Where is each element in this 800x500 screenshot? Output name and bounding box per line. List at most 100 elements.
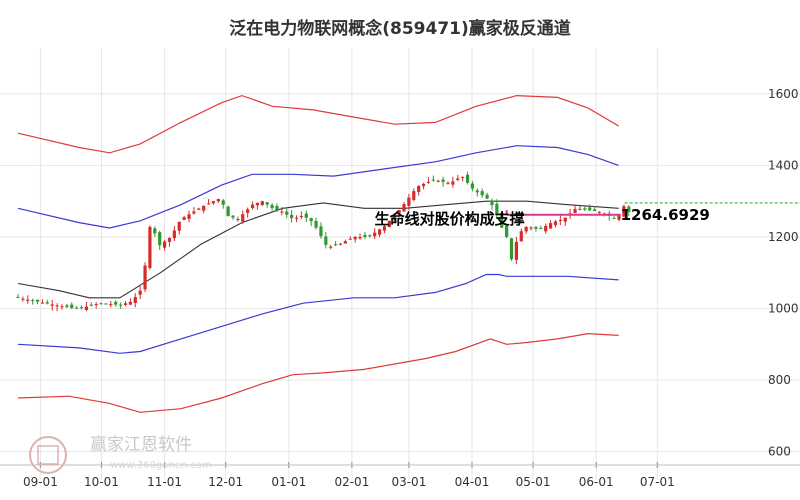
series-line-2 <box>17 145 619 229</box>
candle-body <box>377 229 382 235</box>
candle-body <box>392 215 396 220</box>
candle-body <box>534 227 538 229</box>
candle-body <box>363 234 367 237</box>
candle-body <box>558 220 562 222</box>
candle-body <box>162 241 167 248</box>
candle-body <box>158 232 162 246</box>
candle-body <box>143 265 147 290</box>
candle-body <box>89 304 93 306</box>
candle-body <box>446 182 450 184</box>
candle-body <box>299 216 304 218</box>
candle-body <box>221 200 225 205</box>
candle-body <box>304 213 308 218</box>
watermark-text: 赢家江恩软件 <box>90 435 192 455</box>
candle-body <box>529 227 533 229</box>
watermark: 赢家江恩软件 www.360ganen.com <box>29 435 212 474</box>
candle-body <box>153 228 157 234</box>
candle-body <box>197 208 201 210</box>
candle-body <box>172 230 176 239</box>
y-tick-label: 1600 <box>768 87 799 101</box>
support-annotation: 生命线对股价构成支撑 <box>375 210 525 228</box>
candle-body <box>348 238 352 240</box>
candle-body <box>119 304 123 306</box>
candle-body <box>114 301 118 305</box>
candle-body <box>314 220 318 228</box>
candle-body <box>21 298 25 300</box>
y-tick-label: 1400 <box>768 158 799 172</box>
candle-body <box>368 235 372 237</box>
candle-body <box>75 307 79 309</box>
candle-body <box>553 221 558 226</box>
candle-body <box>627 206 631 212</box>
watermark-subtext: www.360ganen.com <box>110 460 212 471</box>
candle-body <box>133 297 137 303</box>
candle-body <box>421 183 426 187</box>
candle-body <box>592 209 597 212</box>
candle-body <box>202 205 206 211</box>
candle-body <box>509 238 514 260</box>
x-tick-label: 12-01 <box>208 475 243 489</box>
candle-body <box>441 179 445 182</box>
candle-body <box>241 214 245 222</box>
candle-body <box>50 304 54 306</box>
candle-body <box>260 201 264 205</box>
series-layer <box>17 94 619 413</box>
candle-body <box>373 232 377 237</box>
candle-body <box>211 201 216 204</box>
candle-body <box>573 209 577 213</box>
grid-layer <box>0 48 800 480</box>
candle-body <box>412 191 416 200</box>
candle-body <box>456 178 460 180</box>
candle-body <box>495 203 499 215</box>
candle-body <box>65 305 69 308</box>
candle-body <box>480 191 484 196</box>
candle-body <box>177 221 181 231</box>
candle-body <box>470 183 475 189</box>
candle-body <box>338 243 343 245</box>
candle-body <box>524 226 528 232</box>
candle-body <box>94 304 98 306</box>
chart-title: 泛在电力物联网概念(859471)赢家极反通道 <box>229 19 571 39</box>
x-tick-label: 01-01 <box>271 475 306 489</box>
candle-body <box>407 197 411 206</box>
candle-body <box>436 180 440 182</box>
candle-body <box>16 296 20 298</box>
candle-body <box>353 236 357 240</box>
candle-body <box>324 236 328 245</box>
candle-body <box>329 246 333 248</box>
candle-body <box>490 200 494 206</box>
candle-body <box>265 202 269 205</box>
candle-body <box>99 303 103 305</box>
candle-body <box>40 302 45 304</box>
y-tick-label: 800 <box>768 373 791 387</box>
candle-body <box>563 217 567 222</box>
candle-body <box>465 174 470 183</box>
candle-body <box>343 241 347 244</box>
candle-body <box>60 306 64 308</box>
candle-body <box>206 203 211 205</box>
candle-body <box>216 199 220 202</box>
candle-body <box>70 304 74 308</box>
x-tick-label: 10-01 <box>84 475 119 489</box>
candle-body <box>617 214 621 220</box>
candle-body <box>578 208 582 210</box>
candle-body <box>148 226 152 268</box>
x-tick-label: 03-01 <box>391 475 426 489</box>
series-line-1 <box>17 94 619 154</box>
candle-body <box>45 302 49 304</box>
candle-body <box>544 225 548 232</box>
x-tick-label: 02-01 <box>334 475 369 489</box>
x-tick-label: 04-01 <box>455 475 490 489</box>
candle-body <box>382 226 387 231</box>
candle-body <box>431 179 435 181</box>
candle-body <box>167 237 172 242</box>
watermark-logo-icon <box>29 436 67 474</box>
candle-body <box>270 204 274 209</box>
series-line-3 <box>17 200 619 299</box>
candle-body <box>109 304 113 306</box>
candle-body <box>397 210 401 214</box>
candle-body <box>358 236 362 239</box>
candle-body <box>275 205 279 210</box>
candle-body <box>319 226 323 237</box>
candle-body <box>250 204 255 209</box>
